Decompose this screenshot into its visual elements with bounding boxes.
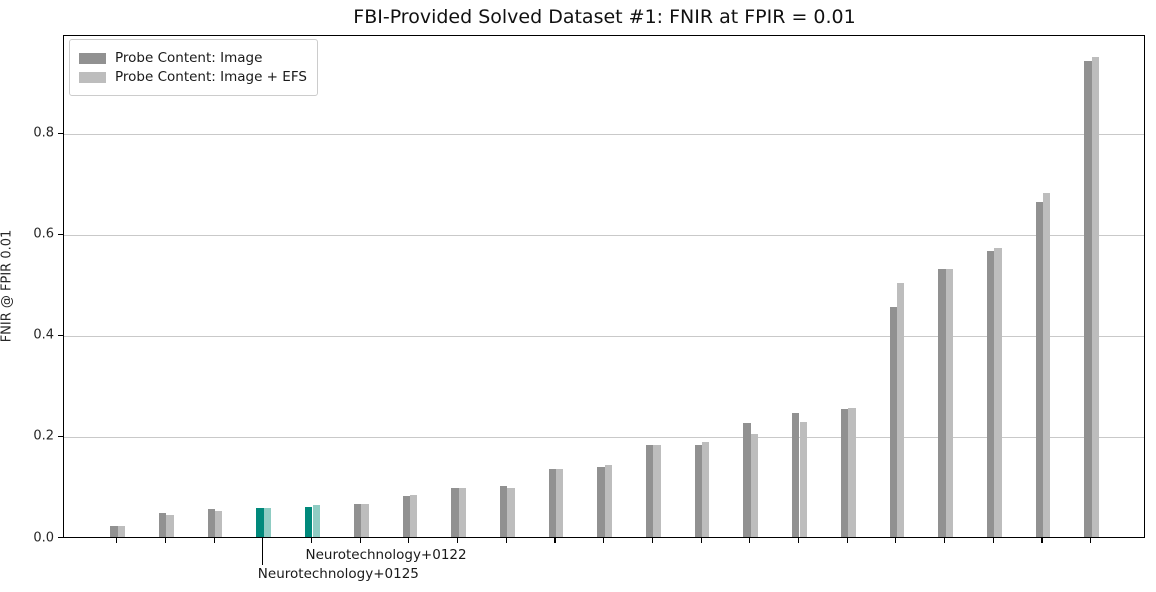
bar-image-efs-group-20 — [1043, 193, 1051, 537]
x-tick-mark-group-16 — [846, 537, 848, 543]
bar-image-efs-group-16 — [848, 407, 856, 537]
legend-swatch-image — [79, 52, 106, 64]
y-axis-label: FNIR @ FPIR 0.01 — [0, 229, 15, 343]
y-tick-mark — [58, 132, 63, 135]
bar-image-efs-group-4 — [263, 508, 272, 537]
y-tick-mark — [58, 334, 63, 337]
bar-image-group-19 — [986, 250, 995, 537]
x-tick-mark-group-12 — [651, 537, 653, 543]
plot-area — [63, 35, 1145, 538]
gridline-0.2 — [64, 436, 1144, 439]
legend-label-image: Probe Content: Image — [115, 50, 263, 66]
x-tick-mark-group-3 — [213, 537, 215, 543]
bar-image-group-17 — [889, 306, 897, 537]
bar-image-group-7 — [402, 496, 410, 537]
bar-image-efs-group-9 — [507, 488, 515, 537]
x-tick-mark-group-13 — [700, 537, 702, 543]
legend-swatch-image-efs — [79, 71, 106, 83]
y-tick-label-0.0: 0.0 — [33, 530, 54, 545]
x-tick-mark-group-5 — [310, 537, 313, 543]
y-tick-label-0.6: 0.6 — [33, 226, 54, 242]
legend-item-image: Probe Content: Image — [79, 50, 307, 66]
bar-image-efs-group-18 — [945, 268, 953, 537]
x-tick-mark-group-6 — [359, 537, 361, 543]
bar-image-group-16 — [840, 408, 849, 537]
bar-image-efs-group-3 — [215, 510, 223, 537]
bar-image-group-3 — [207, 509, 216, 537]
x-tick-mark-group-2 — [164, 537, 166, 543]
gridline-0.8 — [64, 133, 1144, 136]
bar-image-efs-group-21 — [1091, 57, 1100, 537]
y-tick-label-0.2: 0.2 — [33, 428, 54, 444]
x-tick-mark-group-20 — [1041, 537, 1043, 543]
bar-image-group-10 — [548, 468, 556, 537]
x-tick-mark-group-7 — [408, 537, 410, 543]
gridline-0.4 — [64, 335, 1144, 338]
bar-image-group-18 — [938, 268, 946, 537]
bar-image-efs-group-11 — [604, 464, 613, 537]
annotation-neurotechnology-0125: Neurotechnology+0125 — [257, 566, 419, 582]
bar-image-efs-group-5 — [312, 504, 320, 537]
bar-image-efs-group-2 — [166, 514, 174, 537]
bar-image-group-4 — [256, 508, 264, 537]
y-tick-mark — [58, 435, 63, 438]
x-tick-mark-group-10 — [554, 537, 556, 543]
x-tick-mark-group-9 — [505, 537, 507, 543]
chart-title: FBI-Provided Solved Dataset #1: FNIR at … — [353, 6, 856, 28]
bar-image-efs-group-19 — [994, 248, 1002, 537]
bar-image-group-13 — [694, 445, 703, 537]
x-tick-mark-group-8 — [457, 537, 459, 543]
bar-image-efs-group-10 — [556, 468, 564, 537]
x-tick-mark-group-14 — [749, 537, 751, 543]
bar-image-efs-group-17 — [896, 283, 905, 537]
bar-image-group-20 — [1035, 202, 1043, 537]
y-tick-mark — [58, 233, 63, 236]
bar-image-group-5 — [305, 506, 313, 537]
x-tick-mark-group-11 — [603, 537, 605, 543]
y-tick-label-0.8: 0.8 — [33, 125, 54, 141]
bar-image-efs-group-12 — [653, 445, 661, 537]
bar-image-group-9 — [499, 485, 508, 537]
bar-image-efs-group-15 — [799, 421, 807, 537]
x-tick-mark-group-19 — [992, 537, 994, 543]
annotation-leader-line — [262, 537, 264, 565]
bar-image-group-12 — [646, 445, 654, 537]
bar-image-group-21 — [1084, 61, 1092, 537]
bar-image-group-1 — [110, 525, 118, 537]
y-tick-mark — [58, 536, 63, 539]
x-tick-mark-group-15 — [797, 537, 800, 543]
bar-image-efs-group-6 — [361, 503, 369, 537]
bar-image-group-14 — [743, 423, 751, 537]
bar-image-efs-group-14 — [750, 434, 759, 537]
x-tick-mark-group-1 — [116, 537, 118, 543]
bar-image-efs-group-1 — [117, 526, 126, 537]
legend-label-image-efs: Probe Content: Image + EFS — [115, 69, 307, 85]
bar-image-group-6 — [353, 503, 362, 537]
bar-image-group-15 — [792, 413, 800, 537]
x-tick-mark-group-21 — [1090, 537, 1092, 543]
bar-image-efs-group-8 — [458, 487, 466, 537]
y-tick-label-0.4: 0.4 — [33, 327, 54, 343]
bar-image-group-2 — [159, 512, 167, 537]
bar-image-efs-group-13 — [702, 442, 710, 537]
gridline-0.6 — [64, 234, 1144, 237]
bar-image-group-11 — [597, 467, 605, 537]
legend-item-image-efs: Probe Content: Image + EFS — [79, 69, 307, 85]
x-tick-mark-group-17 — [895, 537, 897, 543]
bar-image-group-8 — [451, 488, 459, 537]
x-tick-mark-group-18 — [944, 537, 946, 543]
annotation-neurotechnology-0122: Neurotechnology+0122 — [305, 547, 467, 563]
bar-image-efs-group-7 — [409, 495, 418, 537]
legend: Probe Content: Image Probe Content: Imag… — [69, 39, 318, 96]
